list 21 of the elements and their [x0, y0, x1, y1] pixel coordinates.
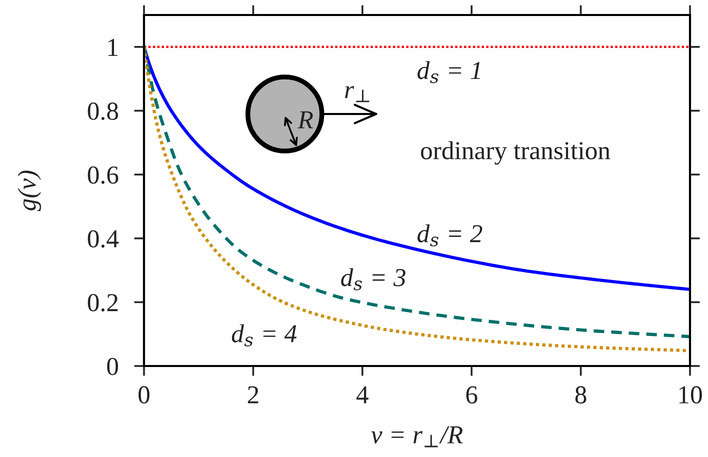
series-label: d$_{s}$ = 3 — [341, 268, 406, 290]
x-tick-label: 10 — [679, 386, 702, 404]
x-tick-label: 2 — [248, 386, 258, 404]
y-tick-label: 0.4 — [88, 230, 119, 248]
y-tick-label: 0 — [107, 358, 118, 376]
series-label: d$_{s}$ = 4 — [232, 324, 297, 346]
x-tick-label: 8 — [575, 386, 586, 404]
x-tick-label: 0 — [138, 386, 150, 404]
annotation: R — [298, 111, 314, 128]
y-tick-label: 0.8 — [88, 102, 118, 120]
y-tick-label: 0.6 — [88, 166, 118, 184]
series-label: d$_{s}$ = 1 — [418, 61, 480, 84]
series-label: d$_{s}$ = 2 — [418, 224, 482, 246]
x-axis-title: v = r$_{⊥}$/R — [371, 426, 463, 448]
x-tick-label: 4 — [356, 386, 368, 404]
x-tick-label: 6 — [466, 386, 478, 404]
annotation: ordinary transition — [420, 141, 610, 165]
annotation: r$_{⊥}$ — [345, 86, 370, 102]
y-tick-label: 1 — [108, 38, 118, 56]
y-tick-label: 0.2 — [88, 294, 118, 312]
y-axis-title: g(v) — [18, 170, 42, 212]
